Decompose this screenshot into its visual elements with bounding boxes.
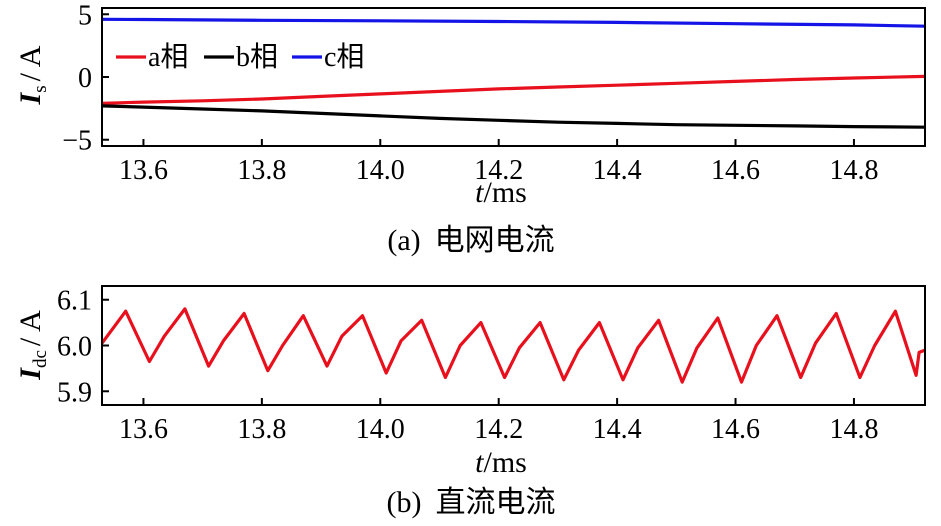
legend-label-3: c相 [324,41,364,73]
dc-current-x-tick-label: 14.2 [474,414,523,445]
grid-current-x-tick-label: 13.6 [119,155,168,186]
dc-current-y-tick-label: 5.9 [57,377,92,408]
dc-current-x-tick-label: 14.6 [711,414,760,445]
grid-current-x-tick-label: 14.6 [711,155,760,186]
legend-label-2: b相 [236,41,278,73]
grid-current-x-tick-label: 14.0 [356,155,405,186]
grid-current-series-line-1 [101,74,926,105]
dc-current-caption: (b) 直流电流 [387,486,556,519]
dc-current-x-tick-label: 13.8 [237,414,286,445]
dc-current-series-line-1 [100,307,926,384]
legend-label-1: a相 [148,41,188,73]
grid-current-x-tick-label: 14.2 [474,155,523,186]
grid-current-x-tick-label: 14.4 [593,155,642,186]
dc-current-ticks: 13.6 13.8 14.0 14.2 14.4 14.6 14.8 5.9 6.0 6.1 [57,286,878,445]
dc-current-x-tick-label: 14.0 [356,414,405,445]
grid-current-x-axis-label: t/ms [475,176,527,209]
grid-current-series-group [101,17,926,129]
svg-text:Idc/ A: Idc/ A [14,310,51,381]
dc-current-x-axis-label: t/ms [475,446,527,479]
dc-current-y-axis-label: Idc/ A [14,310,51,381]
grid-current-y-tick-label: −5 [62,126,92,157]
grid-current-y-tick-label: 5 [78,0,92,31]
dc-current-y-tick-label: 6.1 [57,286,92,317]
grid-current-series-line-3 [101,17,926,28]
grid-current-ticks: 13.6 13.8 14.0 14.2 14.4 14.6 14.8 −5 0 5 [62,0,878,186]
grid-current-x-tick-label: 14.8 [829,155,878,186]
dc-current-y-tick-label: 6.0 [57,332,92,363]
grid-current-caption: (a) 电网电流 [387,224,554,257]
dc-current-series-group [100,307,926,384]
dc-current-plot-frame [101,285,926,406]
dc-current-x-tick-label: 14.8 [829,414,878,445]
grid-current-panel: 13.6 13.8 14.0 14.2 14.4 14.6 14.8 −5 0 5 Is/ A a… [14,0,926,257]
grid-current-y-tick-label: 0 [78,63,92,94]
grid-current-x-tick-label: 13.8 [237,155,286,186]
grid-current-y-axis-label: Is/ A [14,45,51,105]
dc-current-x-tick-label: 14.4 [593,414,642,445]
dc-current-x-tick-label: 13.6 [119,414,168,445]
grid-current-legend: a相 b相 c相 [116,41,364,73]
grid-current-series-line-2 [101,104,926,129]
dc-current-panel: 13.6 13.8 14.0 14.2 14.4 14.6 14.8 5.9 6.0 6.1 Id… [14,285,926,519]
svg-text:Is/ A: Is/ A [14,45,51,105]
